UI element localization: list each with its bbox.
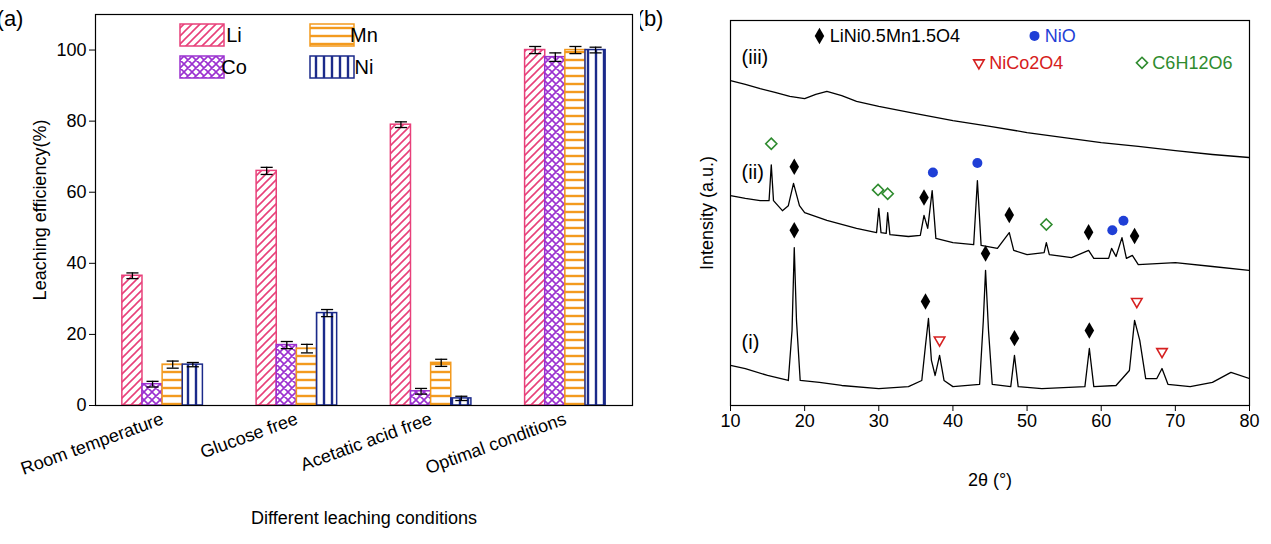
svg-text:NiO: NiO bbox=[1045, 26, 1076, 46]
svg-text:Room temperature: Room temperature bbox=[18, 409, 166, 479]
svg-text:0: 0 bbox=[76, 395, 86, 415]
svg-text:20: 20 bbox=[66, 324, 86, 344]
svg-text:Leaching efficiency(%): Leaching efficiency(%) bbox=[30, 120, 50, 301]
svg-text:Different leaching conditions: Different leaching conditions bbox=[251, 508, 477, 528]
svg-text:30: 30 bbox=[869, 411, 889, 431]
svg-text:60: 60 bbox=[1091, 411, 1111, 431]
svg-text:60: 60 bbox=[66, 182, 86, 202]
svg-text:2θ (°): 2θ (°) bbox=[968, 470, 1012, 490]
svg-text:NiCo2O4: NiCo2O4 bbox=[989, 53, 1063, 73]
svg-text:Li: Li bbox=[226, 24, 242, 46]
svg-text:(i): (i) bbox=[742, 331, 760, 353]
svg-text:Optimal conditions: Optimal conditions bbox=[423, 409, 569, 478]
svg-text:Acetatic acid free: Acetatic acid free bbox=[298, 409, 435, 475]
svg-text:C6H12O6: C6H12O6 bbox=[1152, 53, 1232, 73]
svg-text:20: 20 bbox=[795, 411, 815, 431]
svg-text:40: 40 bbox=[66, 253, 86, 273]
svg-text:Ni: Ni bbox=[355, 56, 374, 78]
svg-text:(a): (a) bbox=[0, 6, 23, 31]
svg-text:Intensity (a.u.): Intensity (a.u.) bbox=[697, 156, 717, 270]
svg-text:Mn: Mn bbox=[350, 24, 378, 46]
svg-text:(iii): (iii) bbox=[742, 46, 769, 68]
svg-text:80: 80 bbox=[66, 111, 86, 131]
svg-text:100: 100 bbox=[56, 40, 86, 60]
svg-text:(ii): (ii) bbox=[742, 161, 764, 183]
svg-text:50: 50 bbox=[1017, 411, 1037, 431]
svg-text:70: 70 bbox=[1165, 411, 1185, 431]
svg-text:10: 10 bbox=[720, 411, 740, 431]
svg-text:40: 40 bbox=[943, 411, 963, 431]
svg-text:LiNi0.5Mn1.5O4: LiNi0.5Mn1.5O4 bbox=[830, 26, 960, 46]
svg-text:Co: Co bbox=[221, 56, 247, 78]
svg-text:Glucose free: Glucose free bbox=[197, 409, 300, 463]
svg-text:80: 80 bbox=[1239, 411, 1259, 431]
svg-text:(b): (b) bbox=[640, 6, 663, 31]
